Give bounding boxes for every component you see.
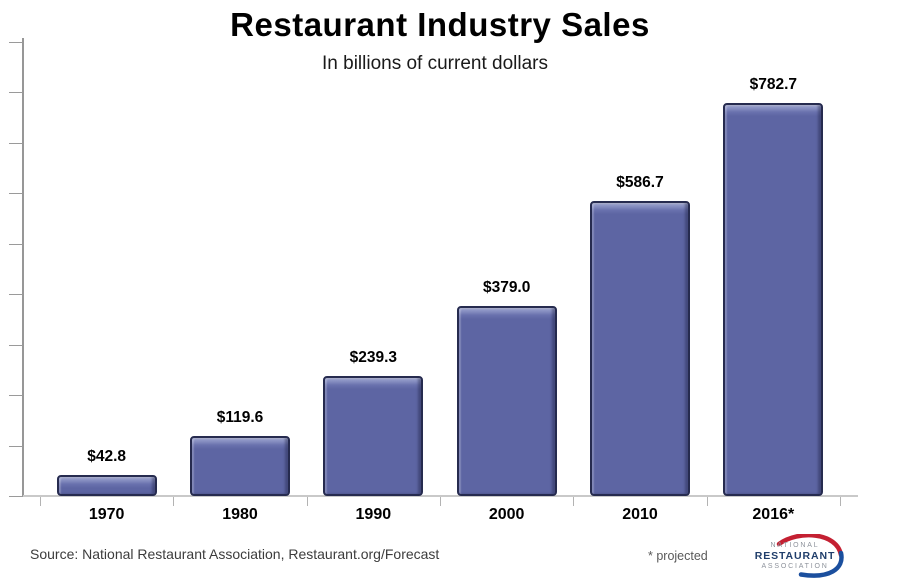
chart-subtitle: In billions of current dollars [322, 53, 548, 74]
x-category-label: 1990 [355, 506, 392, 523]
value-label: $239.3 [349, 349, 398, 366]
x-category-label: 1970 [88, 506, 125, 523]
x-category-label: 2016* [752, 506, 795, 523]
y-axis-tick [9, 496, 23, 497]
x-axis-tick [306, 497, 308, 506]
x-axis-line [23, 495, 858, 497]
x-category-label: 2000 [488, 506, 525, 523]
logo-line-national: NATIONAL [770, 542, 820, 549]
y-axis-tick [9, 42, 23, 43]
bar-2010 [590, 201, 690, 496]
y-axis-tick [9, 193, 23, 195]
value-label: $42.8 [87, 448, 127, 465]
y-axis-tick [9, 92, 23, 94]
bar-2000 [456, 306, 557, 496]
chart-title: Restaurant Industry Sales [230, 6, 650, 43]
x-axis-tick [706, 497, 708, 506]
bar-2016 [723, 103, 824, 496]
x-axis-tick [440, 497, 441, 506]
value-label: $782.7 [749, 76, 798, 93]
logo-text: NATIONAL RESTAURANT ASSOCIATION [752, 542, 838, 571]
projected-note: * projected [648, 549, 708, 563]
x-category-label: 1980 [222, 506, 258, 523]
source-note: Source: National Restaurant Association,… [30, 546, 440, 562]
x-axis-tick [40, 497, 41, 506]
value-label: $379.0 [482, 279, 531, 296]
value-label: $586.7 [616, 174, 664, 191]
y-axis-tick [9, 344, 23, 346]
bar-1980 [190, 436, 290, 496]
y-axis-tick [9, 445, 23, 447]
value-label: $119.6 [216, 409, 264, 426]
x-category-label: 2010 [622, 506, 658, 523]
logo-swoosh-icon [776, 534, 844, 578]
y-axis-line [22, 38, 24, 497]
logo-line-association: ASSOCIATION [761, 562, 829, 570]
y-axis-tick [9, 142, 23, 144]
x-axis-tick [840, 497, 841, 506]
national-restaurant-association-logo: NATIONAL RESTAURANT ASSOCIATION [748, 534, 862, 578]
y-axis-tick [9, 243, 23, 245]
bar-1970 [56, 475, 157, 496]
logo-line-restaurant: RESTAURANT [754, 550, 836, 563]
y-axis-tick [9, 395, 23, 397]
x-axis-tick [573, 497, 575, 506]
x-axis-tick [173, 497, 175, 506]
y-axis-tick [9, 294, 23, 296]
bar-1990 [323, 376, 424, 496]
